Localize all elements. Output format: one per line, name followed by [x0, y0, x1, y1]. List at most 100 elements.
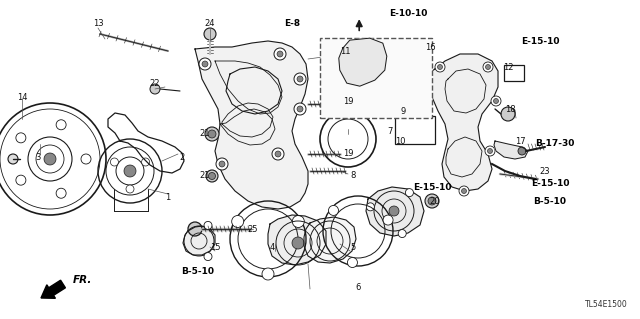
- Circle shape: [292, 237, 304, 249]
- Circle shape: [328, 205, 339, 215]
- Circle shape: [44, 153, 56, 165]
- Text: B-5-10: B-5-10: [534, 197, 566, 205]
- Text: 25: 25: [248, 225, 259, 234]
- Circle shape: [232, 216, 244, 227]
- Circle shape: [275, 151, 281, 157]
- Circle shape: [294, 73, 306, 85]
- Text: 3: 3: [35, 152, 41, 161]
- Circle shape: [126, 185, 134, 193]
- Circle shape: [294, 103, 306, 115]
- Polygon shape: [195, 41, 308, 209]
- Circle shape: [483, 62, 493, 72]
- FancyArrow shape: [41, 280, 65, 298]
- Circle shape: [493, 99, 499, 103]
- Circle shape: [488, 149, 493, 153]
- Circle shape: [428, 197, 436, 205]
- Circle shape: [81, 154, 91, 164]
- Circle shape: [56, 188, 66, 198]
- Circle shape: [297, 106, 303, 112]
- Circle shape: [277, 51, 283, 57]
- Circle shape: [346, 76, 354, 84]
- Circle shape: [459, 186, 469, 196]
- Circle shape: [491, 96, 501, 106]
- Circle shape: [111, 158, 118, 166]
- Bar: [320, 38, 432, 118]
- Text: 23: 23: [540, 167, 550, 175]
- Text: E-15-10: E-15-10: [521, 36, 559, 46]
- Circle shape: [486, 64, 490, 70]
- Text: 19: 19: [343, 97, 353, 106]
- Circle shape: [262, 268, 274, 280]
- Circle shape: [461, 189, 467, 194]
- Text: 13: 13: [93, 19, 103, 28]
- Text: 24: 24: [205, 19, 215, 28]
- Text: 22: 22: [150, 79, 160, 88]
- Text: 11: 11: [340, 47, 350, 56]
- Circle shape: [188, 222, 202, 236]
- Circle shape: [56, 120, 66, 130]
- Polygon shape: [430, 54, 498, 191]
- Circle shape: [366, 203, 374, 211]
- Circle shape: [438, 64, 442, 70]
- Circle shape: [389, 206, 399, 216]
- Polygon shape: [304, 217, 356, 263]
- Bar: [504, 65, 524, 81]
- Text: E-8: E-8: [284, 19, 300, 28]
- Circle shape: [501, 107, 515, 121]
- Text: B-17-30: B-17-30: [535, 139, 575, 149]
- Circle shape: [199, 58, 211, 70]
- Text: 1: 1: [165, 192, 171, 202]
- Polygon shape: [494, 141, 528, 159]
- Text: E-15-10: E-15-10: [531, 180, 569, 189]
- Circle shape: [348, 257, 358, 268]
- Text: TL54E1500: TL54E1500: [585, 300, 628, 309]
- Polygon shape: [268, 215, 326, 265]
- Circle shape: [216, 158, 228, 170]
- Circle shape: [292, 216, 304, 227]
- Circle shape: [204, 28, 216, 40]
- Text: 8: 8: [350, 172, 356, 181]
- Circle shape: [383, 215, 393, 225]
- Circle shape: [219, 161, 225, 167]
- Text: E-10-10: E-10-10: [389, 10, 427, 19]
- Circle shape: [141, 158, 150, 166]
- Circle shape: [405, 189, 413, 197]
- Circle shape: [204, 221, 212, 229]
- Text: 18: 18: [505, 105, 515, 114]
- Circle shape: [376, 76, 384, 84]
- Text: 21: 21: [200, 130, 211, 138]
- Circle shape: [204, 253, 212, 261]
- Text: 4: 4: [269, 242, 275, 251]
- Circle shape: [16, 175, 26, 185]
- Circle shape: [205, 127, 219, 141]
- Circle shape: [272, 148, 284, 160]
- Text: 15: 15: [210, 242, 220, 251]
- Circle shape: [209, 173, 216, 180]
- Circle shape: [485, 146, 495, 156]
- Text: 12: 12: [503, 63, 513, 71]
- Circle shape: [150, 84, 160, 94]
- Polygon shape: [183, 226, 215, 255]
- Text: 19: 19: [343, 150, 353, 159]
- Circle shape: [16, 133, 26, 143]
- Circle shape: [206, 170, 218, 182]
- Text: 7: 7: [387, 127, 393, 136]
- Text: 14: 14: [17, 93, 28, 101]
- Text: 6: 6: [355, 283, 361, 292]
- Text: 21: 21: [200, 172, 211, 181]
- Circle shape: [518, 147, 526, 155]
- Text: 10: 10: [395, 137, 405, 145]
- Circle shape: [425, 194, 439, 208]
- Polygon shape: [366, 187, 424, 236]
- Circle shape: [8, 154, 18, 164]
- Circle shape: [124, 165, 136, 177]
- Text: E-15-10: E-15-10: [413, 182, 451, 191]
- Text: 17: 17: [515, 137, 525, 145]
- Text: B-5-10: B-5-10: [182, 266, 214, 276]
- Text: FR.: FR.: [73, 275, 92, 285]
- Circle shape: [398, 230, 406, 238]
- Text: 5: 5: [350, 242, 356, 251]
- Circle shape: [435, 62, 445, 72]
- Text: 2: 2: [179, 152, 184, 161]
- Text: 20: 20: [429, 197, 440, 205]
